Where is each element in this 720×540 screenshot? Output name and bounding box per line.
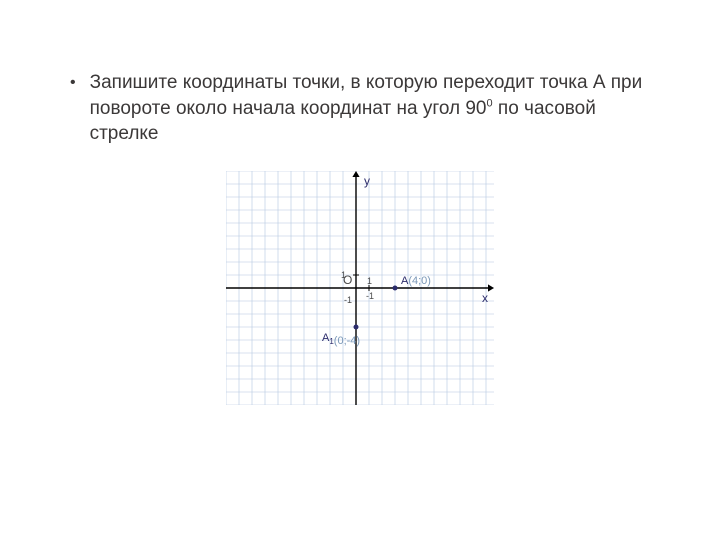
svg-text:1: 1 [367,276,372,286]
coordinate-grid-svg: yxO1-11-1A(4;0)A1(0;-4) [226,171,494,405]
bullet-dot: • [70,70,76,96]
svg-text:-1: -1 [344,295,352,305]
svg-text:-1: -1 [366,291,374,301]
prompt-line: • Запишите координаты точки, в которую п… [60,70,660,147]
svg-text:1: 1 [341,270,346,280]
coordinate-figure: yxO1-11-1A(4;0)A1(0;-4) [226,171,494,405]
svg-text:y: y [364,174,370,188]
svg-text:x: x [482,291,488,305]
svg-text:A(4;0): A(4;0) [401,275,431,287]
svg-text:A1(0;-4): A1(0;-4) [322,332,360,347]
prompt-text: Запишите координаты точки, в которую пер… [90,70,660,147]
